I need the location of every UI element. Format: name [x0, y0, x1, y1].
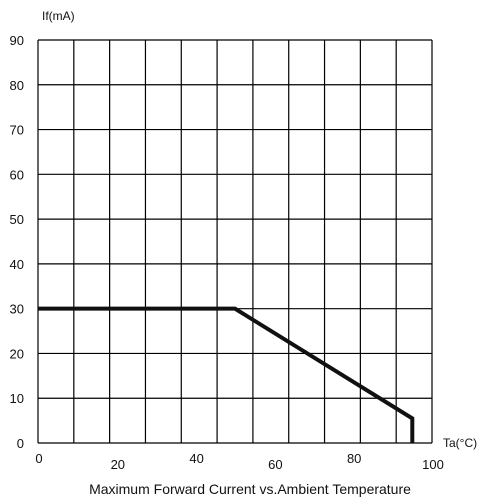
y-tick-label: 30	[10, 302, 24, 317]
x-tick-label: 60	[268, 457, 282, 472]
y-tick-label: 80	[10, 78, 24, 93]
y-tick-label: 60	[10, 167, 24, 182]
x-tick-labels: 0 20 40 60 80 100	[35, 451, 443, 472]
x-tick-label: 100	[422, 457, 444, 472]
y-tick-label: 50	[10, 212, 24, 227]
x-tick-label: 20	[111, 457, 125, 472]
x-tick-label: 0	[35, 451, 42, 466]
grid	[37, 39, 433, 444]
series-line-0	[38, 306, 415, 443]
y-tick-label: 10	[10, 391, 24, 406]
y-tick-label: 20	[10, 346, 24, 361]
y-tick-label: 90	[10, 33, 24, 48]
y-tick-label: 40	[10, 257, 24, 272]
y-tick-label: 0	[17, 436, 24, 451]
chart-title: Maximum Forward Current vs.Ambient Tempe…	[89, 481, 411, 497]
series-layer	[38, 306, 415, 443]
y-tick-labels: 0 10 20 30 40 50 60 70 80 90	[10, 33, 24, 451]
x-axis-title: Ta(°C)	[443, 436, 477, 450]
y-axis-title: If(mA)	[42, 9, 75, 23]
x-tick-label: 40	[189, 451, 203, 466]
y-tick-label: 70	[10, 123, 24, 138]
x-tick-label: 80	[347, 451, 361, 466]
